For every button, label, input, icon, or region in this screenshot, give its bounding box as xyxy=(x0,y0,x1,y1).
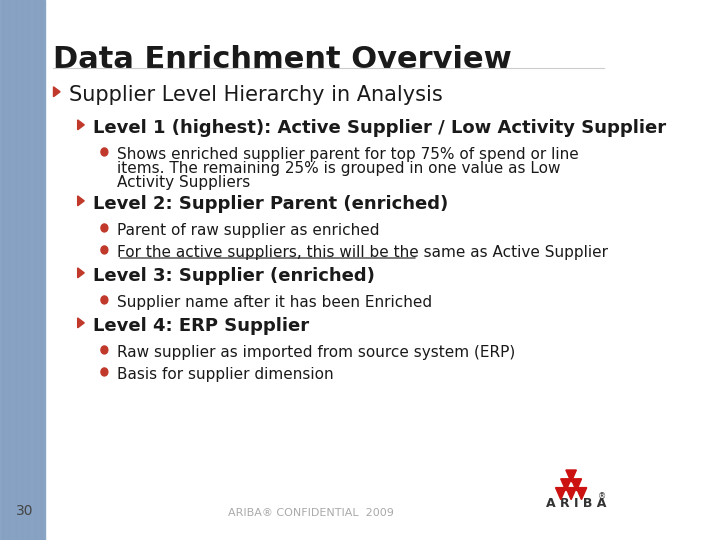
Text: Level 1 (highest): Active Supplier / Low Activity Supplier: Level 1 (highest): Active Supplier / Low… xyxy=(93,119,666,137)
Polygon shape xyxy=(576,488,587,500)
Text: Shows enriched supplier parent for top 75% of spend or line: Shows enriched supplier parent for top 7… xyxy=(117,147,579,162)
Text: 30: 30 xyxy=(16,504,33,518)
Bar xyxy=(38,0,39,540)
Polygon shape xyxy=(571,479,582,491)
Bar xyxy=(39,0,40,540)
Text: For the active suppliers, this will be the same as Active Supplier: For the active suppliers, this will be t… xyxy=(117,245,608,260)
Bar xyxy=(22,0,23,540)
Bar xyxy=(43,0,44,540)
Bar xyxy=(3,0,4,540)
Text: A R I B A: A R I B A xyxy=(546,497,606,510)
Bar xyxy=(40,0,42,540)
Circle shape xyxy=(101,224,108,232)
Polygon shape xyxy=(566,488,577,500)
Circle shape xyxy=(101,148,108,156)
Bar xyxy=(19,0,20,540)
Bar xyxy=(6,0,7,540)
Text: Level 4: ERP Supplier: Level 4: ERP Supplier xyxy=(93,317,310,335)
Polygon shape xyxy=(566,470,577,482)
Polygon shape xyxy=(561,479,571,491)
Text: Raw supplier as imported from source system (ERP): Raw supplier as imported from source sys… xyxy=(117,345,516,360)
Bar xyxy=(32,0,33,540)
Bar xyxy=(29,0,30,540)
Circle shape xyxy=(101,246,108,254)
Bar xyxy=(31,0,32,540)
Polygon shape xyxy=(53,87,60,97)
Text: Level 2: Supplier Parent (enriched): Level 2: Supplier Parent (enriched) xyxy=(93,195,449,213)
Bar xyxy=(16,0,17,540)
Circle shape xyxy=(101,296,108,304)
Polygon shape xyxy=(556,488,566,500)
Bar xyxy=(35,0,36,540)
Bar xyxy=(37,0,38,540)
Bar xyxy=(21,0,22,540)
Bar xyxy=(7,0,8,540)
Text: Data Enrichment Overview: Data Enrichment Overview xyxy=(53,45,512,74)
Bar xyxy=(27,0,29,540)
Bar xyxy=(14,0,16,540)
Text: Supplier name after it has been Enriched: Supplier name after it has been Enriched xyxy=(117,295,433,310)
Bar xyxy=(0,0,1,540)
Bar xyxy=(9,0,10,540)
Bar xyxy=(17,0,18,540)
Bar xyxy=(25,0,26,540)
Bar xyxy=(26,0,27,540)
Bar xyxy=(23,0,24,540)
Text: ®: ® xyxy=(598,492,606,501)
Bar xyxy=(12,0,13,540)
Text: ARIBA® CONFIDENTIAL  2009: ARIBA® CONFIDENTIAL 2009 xyxy=(228,508,394,518)
Bar xyxy=(10,0,12,540)
Circle shape xyxy=(101,368,108,376)
Bar xyxy=(33,0,34,540)
Bar xyxy=(18,0,19,540)
Bar xyxy=(20,0,21,540)
Bar xyxy=(4,0,5,540)
Bar xyxy=(44,0,45,540)
Text: Parent of raw supplier as enriched: Parent of raw supplier as enriched xyxy=(117,223,380,238)
Bar xyxy=(36,0,37,540)
Bar xyxy=(0,0,45,540)
Polygon shape xyxy=(78,268,84,278)
Bar xyxy=(24,0,25,540)
Text: Level 3: Supplier (enriched): Level 3: Supplier (enriched) xyxy=(93,267,375,285)
Text: Supplier Level Hierarchy in Analysis: Supplier Level Hierarchy in Analysis xyxy=(69,85,443,105)
Bar xyxy=(34,0,35,540)
Bar xyxy=(30,0,31,540)
Polygon shape xyxy=(78,120,84,130)
Bar xyxy=(8,0,9,540)
Circle shape xyxy=(101,346,108,354)
Bar xyxy=(1,0,3,540)
Polygon shape xyxy=(78,318,84,328)
Bar xyxy=(13,0,14,540)
Text: Activity Suppliers: Activity Suppliers xyxy=(117,175,251,190)
Bar xyxy=(42,0,43,540)
Polygon shape xyxy=(78,196,84,206)
Text: Basis for supplier dimension: Basis for supplier dimension xyxy=(117,367,334,382)
Text: items. The remaining 25% is grouped in one value as Low: items. The remaining 25% is grouped in o… xyxy=(117,161,561,176)
Bar xyxy=(5,0,6,540)
